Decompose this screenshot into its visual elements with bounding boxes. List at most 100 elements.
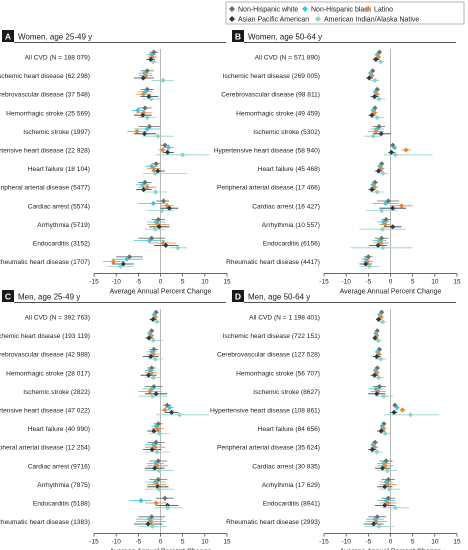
row-label: All CVD (N = 188 079) [25,55,90,62]
row-label: Rheumatic heart disease (1707) [0,259,90,266]
point-marker [383,479,389,485]
point-marker [374,449,380,455]
point-marker [151,428,157,434]
point-marker [391,409,397,415]
row-label: Hemorrhagic stroke (49 459) [236,110,320,117]
row-label: Ischemic heart disease (62 298) [0,73,90,80]
x-tick-label: 5 [411,279,415,286]
point-marker [146,238,153,244]
row-label: Hypertensive heart disease (22 928) [0,148,90,155]
panel-letter-box [232,30,244,42]
row-label: Cerebrovascular disease (98 811) [221,92,320,99]
row-label: Ischemic heart disease (269 005) [223,73,321,80]
legend-marker-1 [302,6,308,12]
point-marker [148,96,154,102]
point-marker [149,514,155,520]
point-marker [138,498,144,504]
point-marker [369,187,375,193]
point-marker [380,170,386,176]
point-marker [382,221,388,227]
point-marker [379,423,385,429]
row-label: Cardiac arrest (5574) [28,203,90,210]
row-label: Hypertensive heart disease (58 940) [214,148,320,155]
panel-letter-box [2,290,14,302]
legend-label-3: Asian Pacific American [238,17,309,24]
point-marker [378,59,384,65]
point-marker [176,412,183,418]
row-label: All CVD (N = 1 198 401) [249,315,320,322]
legend-marker-4 [315,16,321,22]
point-marker [382,430,388,436]
point-marker [159,208,165,214]
point-marker [379,226,386,232]
point-marker [140,91,146,97]
row-label: All CVD (N = 571 890) [255,55,320,62]
row-label: Rheumatic heart disease (1383) [0,519,90,526]
point-marker [149,523,156,529]
point-marker [135,107,141,113]
point-marker [372,179,378,185]
point-marker [388,149,394,155]
point-marker [175,245,181,251]
panel-letter: B [235,32,241,42]
x-axis-label: Average Annual Percent Change [110,289,212,296]
row-label: Peripheral arterial disease (5477) [0,185,90,192]
point-marker [155,133,161,139]
row-label: Endocarditis (8941) [263,501,320,508]
row-label: Cerebrovascular disease (42 988) [0,352,90,359]
x-tick-label: 15 [453,279,461,286]
panel-letter-box [2,30,14,42]
x-tick-label: -10 [111,279,121,286]
point-marker [374,86,380,92]
point-marker [144,184,150,190]
point-marker [384,468,390,474]
row-label: Cerebrovascular disease (127 528) [217,352,320,359]
row-label: Ischemic heart disease (193 119) [0,333,90,340]
point-marker [381,393,387,399]
row-label: Ischemic stroke (5302) [253,129,320,136]
point-marker [374,115,380,121]
point-marker [154,319,160,325]
point-marker [372,77,378,83]
point-marker [152,444,158,450]
point-marker [153,189,159,195]
point-marker [165,145,172,151]
point-marker [369,73,375,79]
point-marker [375,375,382,381]
panel-title: Women, age 25-49 y [18,33,92,42]
point-marker [390,205,396,211]
row-label: Hemorrhagic stroke (25 569) [6,110,90,117]
point-marker [180,152,186,158]
x-tick-label: -5 [135,279,141,286]
point-marker [375,242,381,248]
x-tick-label: -5 [365,539,371,546]
row-label: Arrhythmia (17 629) [262,482,320,489]
point-marker [379,319,386,325]
point-marker [391,145,398,151]
point-marker [378,240,384,246]
panel-title: Men, age 50-64 y [248,293,310,302]
x-tick-label: 15 [223,279,231,286]
row-label: Heart failure (45 468) [258,166,320,173]
x-tick-label: 0 [159,279,163,286]
x-tick-label: 0 [159,539,163,546]
point-marker [378,131,384,137]
point-marker [145,521,151,527]
x-tick-label: -15 [89,539,99,546]
x-tick-label: 5 [411,539,415,546]
point-marker [372,105,378,111]
panel-letter: A [5,32,11,42]
x-tick-label: 15 [453,539,461,546]
row-label: Cardiac arrest (30 835) [252,463,320,470]
row-label: Ischemic stroke (8627) [253,389,320,396]
x-tick-label: 10 [431,539,439,546]
point-marker [156,224,162,230]
x-axis-label: Average Annual Percent Change [340,289,442,296]
row-label: Arrhythmia (10 557) [262,222,320,229]
point-marker [155,421,161,427]
legend-marker-3 [229,16,235,22]
point-marker [151,166,157,172]
point-marker [150,200,157,206]
row-label: Heart failure (84 656) [258,426,320,433]
row-label: Cerebrovascular disease (37 548) [0,92,90,99]
